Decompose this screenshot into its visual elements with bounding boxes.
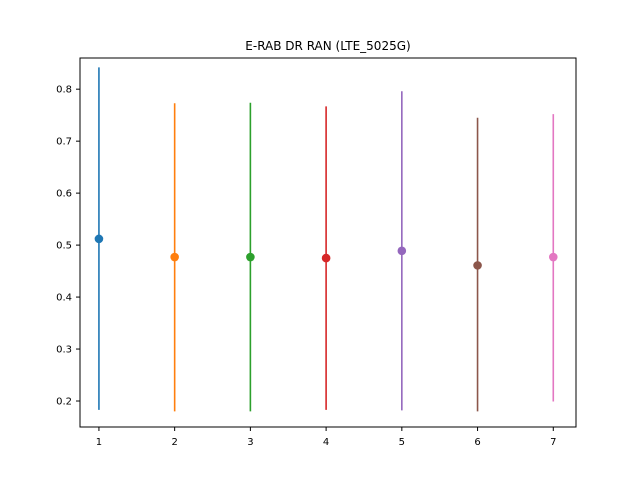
axes: 1 2 3 4 5 6 7 0.2 0.3 0.4 0.5 0.6 0.7 0.8 [56, 57, 577, 448]
y-tick-label-0.5: 0.5 [56, 241, 72, 252]
data-point-3 [246, 252, 255, 262]
data-point-5 [397, 246, 407, 256]
x-tick-label-1: 1 [96, 437, 102, 448]
y-tick-label-0.3: 0.3 [56, 345, 72, 356]
data-point-4 [321, 253, 331, 263]
data-point-2 [170, 252, 179, 262]
chart-title: E-RAB DR RAN (LTE_5025G) [245, 39, 410, 53]
data-point-6 [473, 261, 482, 270]
x-tick-label-3: 3 [247, 437, 253, 448]
y-tick-label-0.6: 0.6 [56, 189, 72, 200]
y-tick-label-0.2: 0.2 [56, 397, 72, 408]
y-tick-label-0.7: 0.7 [56, 137, 72, 148]
y-tick-label-0.8: 0.8 [56, 85, 72, 96]
x-tick-label-4: 4 [323, 437, 329, 448]
x-tick-label-6: 6 [474, 437, 480, 448]
x-tick-label-7: 7 [550, 437, 556, 448]
data-point-1 [94, 234, 104, 244]
data-point-7 [548, 252, 558, 262]
x-tick-label-2: 2 [171, 437, 177, 448]
data-marks [94, 67, 558, 412]
y-tick-label-0.4: 0.4 [56, 293, 72, 304]
plot-frame [79, 57, 577, 428]
x-tick-label-5: 5 [399, 437, 405, 448]
